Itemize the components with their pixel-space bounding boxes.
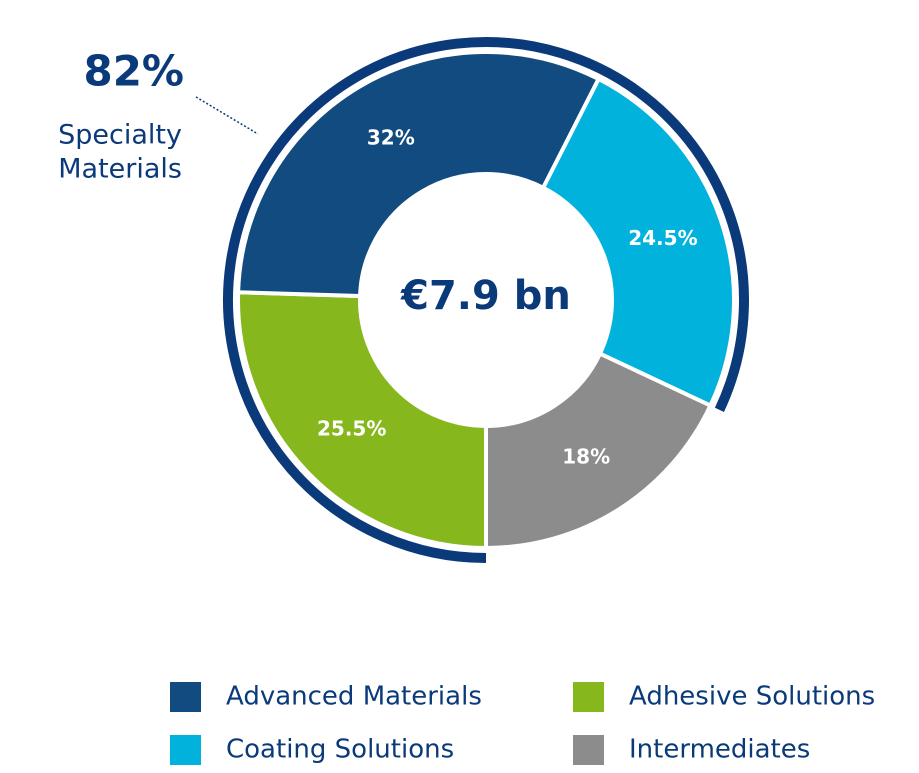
legend-label: Coating Solutions	[226, 735, 454, 765]
center-label: €7.9 bn	[400, 273, 571, 319]
group-value-label: 82%	[83, 47, 184, 96]
legend-swatch	[573, 735, 604, 765]
legend-label: Advanced Materials	[226, 682, 482, 712]
legend-swatch	[170, 682, 201, 712]
group-name: Materials	[58, 154, 182, 185]
donut-slice	[484, 350, 714, 551]
slice-label: 24.5%	[628, 226, 697, 250]
slice-label: 32%	[367, 126, 415, 150]
donut-slice	[236, 50, 602, 299]
legend-label: Adhesive Solutions	[629, 682, 875, 712]
legend-swatch	[170, 735, 201, 765]
donut-slice	[540, 76, 736, 409]
slice-label: 25.5%	[317, 417, 386, 441]
donut-slice	[236, 290, 488, 551]
group-name: Specialty	[58, 120, 182, 151]
slice-label: 18%	[562, 444, 610, 468]
legend-label: Intermediates	[629, 735, 810, 765]
legend-swatch	[573, 682, 604, 712]
group-arc	[223, 37, 749, 563]
leader-line	[195, 96, 259, 135]
